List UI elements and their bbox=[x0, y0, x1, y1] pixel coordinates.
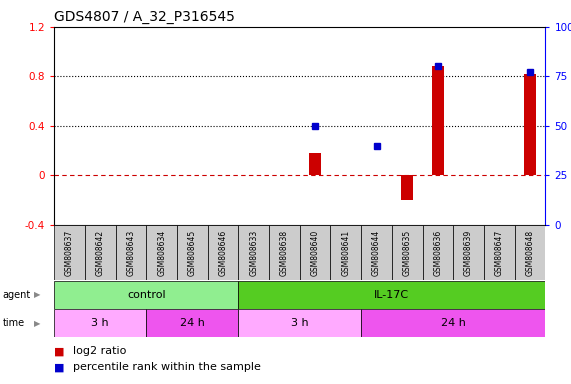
Bar bbox=[432, 66, 444, 175]
Text: percentile rank within the sample: percentile rank within the sample bbox=[73, 362, 260, 372]
Text: GSM808648: GSM808648 bbox=[525, 229, 534, 276]
Bar bbox=[392, 225, 423, 280]
Bar bbox=[146, 225, 177, 280]
Text: GSM808646: GSM808646 bbox=[219, 229, 228, 276]
Text: GSM808637: GSM808637 bbox=[65, 229, 74, 276]
Bar bbox=[300, 225, 331, 280]
Bar bbox=[514, 225, 545, 280]
Text: agent: agent bbox=[3, 290, 31, 300]
Bar bbox=[85, 225, 115, 280]
Bar bbox=[54, 281, 239, 309]
Bar bbox=[146, 309, 238, 337]
Text: GSM808633: GSM808633 bbox=[249, 229, 258, 276]
Bar bbox=[269, 225, 300, 280]
Text: GSM808640: GSM808640 bbox=[311, 229, 320, 276]
Text: control: control bbox=[127, 290, 166, 300]
Bar bbox=[361, 309, 545, 337]
Text: GSM808638: GSM808638 bbox=[280, 229, 289, 276]
Bar bbox=[524, 74, 536, 175]
Text: ▶: ▶ bbox=[34, 290, 41, 299]
Text: GSM808642: GSM808642 bbox=[96, 229, 105, 276]
Text: GSM808636: GSM808636 bbox=[433, 229, 443, 276]
Text: GSM808643: GSM808643 bbox=[126, 229, 135, 276]
Text: GSM808634: GSM808634 bbox=[157, 229, 166, 276]
Bar bbox=[309, 153, 321, 175]
Bar bbox=[423, 225, 453, 280]
Bar bbox=[361, 225, 392, 280]
Text: time: time bbox=[3, 318, 25, 328]
Bar bbox=[239, 225, 269, 280]
Text: 24 h: 24 h bbox=[180, 318, 205, 328]
Text: GSM808644: GSM808644 bbox=[372, 229, 381, 276]
Bar bbox=[484, 225, 514, 280]
Text: log2 ratio: log2 ratio bbox=[73, 346, 126, 356]
Text: GSM808639: GSM808639 bbox=[464, 229, 473, 276]
Text: IL-17C: IL-17C bbox=[374, 290, 409, 300]
Text: 24 h: 24 h bbox=[441, 318, 466, 328]
Bar bbox=[54, 225, 85, 280]
Bar bbox=[453, 225, 484, 280]
Bar bbox=[331, 225, 361, 280]
Text: GSM808641: GSM808641 bbox=[341, 229, 351, 276]
Bar bbox=[177, 225, 208, 280]
Bar bbox=[115, 225, 146, 280]
Text: ■: ■ bbox=[54, 346, 65, 356]
Bar bbox=[401, 175, 413, 200]
Text: 3 h: 3 h bbox=[91, 318, 109, 328]
Text: GSM808635: GSM808635 bbox=[403, 229, 412, 276]
Bar bbox=[208, 225, 238, 280]
Text: GDS4807 / A_32_P316545: GDS4807 / A_32_P316545 bbox=[54, 10, 235, 23]
Text: 3 h: 3 h bbox=[291, 318, 308, 328]
Bar bbox=[239, 309, 361, 337]
Bar bbox=[239, 281, 545, 309]
Text: GSM808647: GSM808647 bbox=[494, 229, 504, 276]
Bar bbox=[54, 309, 146, 337]
Text: ▶: ▶ bbox=[34, 319, 41, 328]
Text: GSM808645: GSM808645 bbox=[188, 229, 197, 276]
Text: ■: ■ bbox=[54, 362, 65, 372]
